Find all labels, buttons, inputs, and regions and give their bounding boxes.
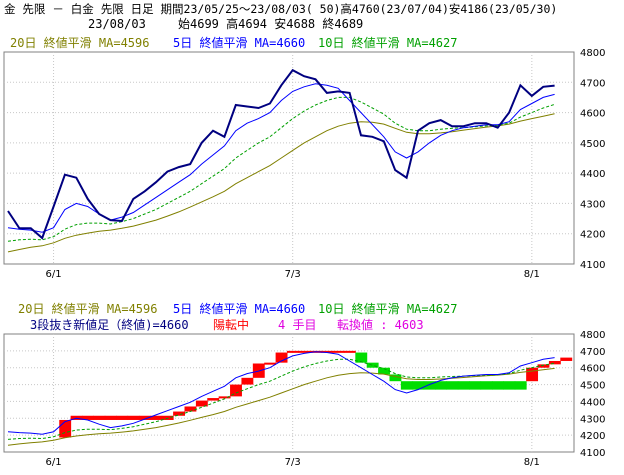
- ma5-line: [7, 351, 555, 435]
- ma20-line: [7, 113, 555, 253]
- down-block: [457, 381, 470, 390]
- down-block: [435, 381, 447, 390]
- legend-ma10-top: 10日 終値平滑 MA=4627: [318, 36, 458, 50]
- y-tick-label: 4100: [580, 260, 605, 271]
- chart-title: 金 先限 － 白金 先限 日足 期間23/05/25～23/08/03( 50)…: [4, 2, 558, 16]
- down-block: [355, 352, 368, 363]
- y-tick-label: 4200: [580, 431, 605, 442]
- up-block: [526, 367, 539, 382]
- down-block: [491, 381, 504, 390]
- down-block: [389, 374, 402, 382]
- kagi-reversal: 転換値 : 4603: [337, 318, 424, 332]
- up-block: [309, 350, 322, 353]
- up-block: [537, 364, 550, 368]
- kagi-count: 4 手目: [278, 318, 317, 332]
- ohlc-readout: 始4699 高4694 安4688 終4689: [178, 17, 364, 31]
- up-block: [241, 377, 254, 385]
- down-block: [378, 367, 390, 375]
- x-tick-label: 6/1: [46, 457, 62, 468]
- current-date: 23/08/03: [88, 17, 146, 31]
- up-block: [195, 400, 208, 407]
- down-block: [446, 381, 459, 390]
- up-block: [321, 350, 334, 353]
- down-block: [423, 381, 436, 390]
- up-block: [161, 415, 174, 420]
- down-block: [366, 362, 379, 368]
- down-block: [400, 381, 413, 390]
- ma10-line: [7, 358, 555, 440]
- kagi-state: 陽転中: [213, 318, 250, 332]
- up-block: [59, 419, 72, 438]
- plot-frame-top: [3, 51, 575, 265]
- up-block: [264, 362, 277, 365]
- down-block: [480, 381, 493, 390]
- legend-ma20-bottom: 20日 終値平滑 MA=4596: [18, 302, 158, 316]
- kagi-title: 3段抜き新値足（終値)=4660: [30, 318, 189, 332]
- y-tick-label: 4800: [580, 330, 605, 341]
- up-block: [560, 357, 573, 361]
- x-tick-label: 7/3: [285, 457, 301, 468]
- y-tick-label: 4600: [580, 109, 605, 120]
- x-tick-label: 6/1: [46, 269, 62, 280]
- ma10-line: [7, 96, 555, 242]
- up-block: [343, 350, 356, 353]
- up-block: [252, 363, 265, 378]
- up-block: [184, 406, 197, 412]
- up-block: [104, 415, 117, 420]
- legend-ma5-bottom: 5日 終値平滑 MA=4660: [173, 302, 306, 316]
- up-block: [287, 350, 299, 353]
- y-tick-label: 4500: [580, 139, 605, 150]
- legend-ma10-bottom: 10日 終値平滑 MA=4627: [318, 302, 458, 316]
- x-tick-label: 7/3: [285, 269, 301, 280]
- up-block: [207, 398, 220, 401]
- up-block: [127, 415, 140, 420]
- y-tick-label: 4700: [580, 78, 605, 89]
- up-block: [150, 415, 163, 420]
- ma5-line: [7, 83, 555, 233]
- up-block: [332, 350, 345, 353]
- y-tick-label: 4500: [580, 381, 605, 392]
- up-block: [93, 415, 106, 420]
- x-tick-label: 8/1: [524, 457, 540, 468]
- up-block: [70, 415, 83, 420]
- down-block: [469, 381, 482, 390]
- y-tick-label: 4200: [580, 230, 605, 241]
- ma20-line: [7, 367, 555, 446]
- down-block: [412, 381, 425, 390]
- up-block: [298, 350, 311, 353]
- legend-ma5-top: 5日 終値平滑 MA=4660: [173, 36, 306, 50]
- y-tick-label: 4300: [580, 414, 605, 425]
- y-tick-label: 4600: [580, 364, 605, 375]
- y-tick-label: 4800: [580, 48, 605, 59]
- legend-ma20-top: 20日 終値平滑 MA=4596: [10, 36, 150, 50]
- up-block: [173, 411, 186, 416]
- y-tick-label: 4300: [580, 199, 605, 210]
- up-block: [116, 415, 129, 420]
- y-tick-label: 4400: [580, 397, 605, 408]
- up-block: [548, 360, 561, 365]
- down-block: [514, 381, 527, 390]
- chart-header: 金 先限 － 白金 先限 日足 期間23/05/25～23/08/03( 50)…: [0, 0, 624, 34]
- down-block: [503, 381, 516, 390]
- up-block: [218, 396, 231, 399]
- plot-frame-bottom: [3, 333, 575, 453]
- up-block: [138, 415, 151, 420]
- y-tick-label: 4700: [580, 347, 605, 358]
- x-tick-label: 8/1: [524, 269, 540, 280]
- up-block: [230, 384, 242, 397]
- y-tick-label: 4100: [580, 448, 605, 459]
- price-line: [7, 68, 555, 240]
- up-block: [82, 415, 94, 420]
- y-tick-label: 4400: [580, 169, 605, 180]
- up-block: [275, 352, 288, 363]
